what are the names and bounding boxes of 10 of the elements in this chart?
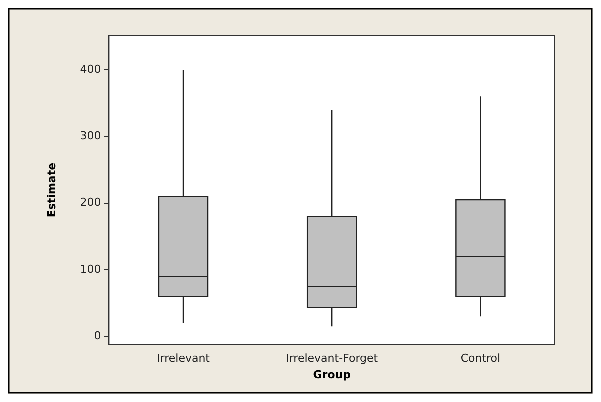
- x-tick-label: Irrelevant: [157, 352, 211, 366]
- y-tick-label: 100: [80, 262, 102, 276]
- y-tick-label: 0: [94, 329, 102, 342]
- y-tick-label: 400: [80, 62, 102, 76]
- x-tick-label: Irrelevant-Forget: [286, 352, 379, 366]
- x-axis-title: Group: [313, 368, 352, 382]
- y-tick-label: 200: [80, 196, 102, 210]
- y-axis-title: Estimate: [45, 162, 58, 218]
- y-tick-label: 300: [80, 130, 102, 143]
- x-tick-label: Control: [460, 352, 501, 366]
